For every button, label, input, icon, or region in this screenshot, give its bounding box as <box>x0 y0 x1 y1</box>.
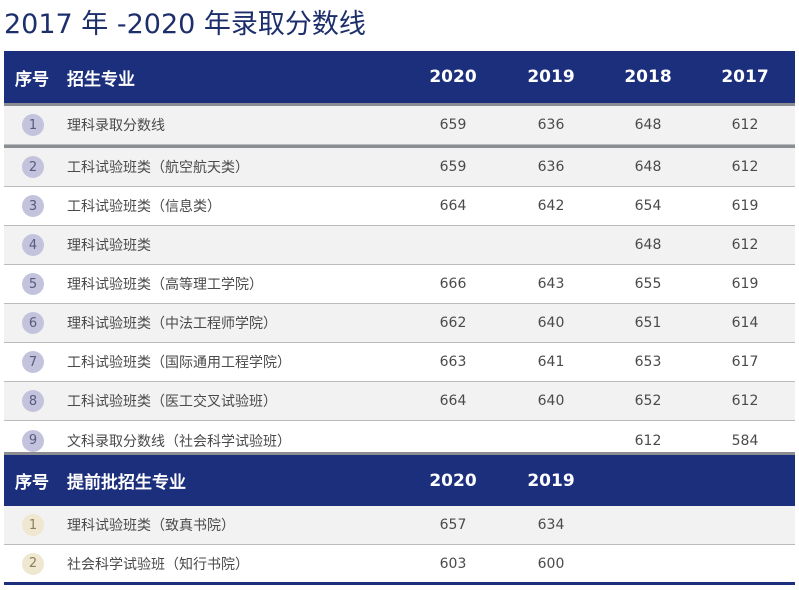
row-major: 理科录取分数线 <box>67 118 165 134</box>
header-index: 序号 <box>15 473 49 493</box>
row-number-badge: 9 <box>22 429 44 452</box>
table-row: 9 文科录取分数线（社会科学试验班） 612 584 <box>4 421 795 460</box>
table-row: 5 理科试验班类（高等理工学院） 666 643 655 619 <box>4 265 795 304</box>
score-2019: 634 <box>537 517 565 533</box>
score-2020: 603 <box>439 555 467 572</box>
row-number-badge: 7 <box>22 351 44 373</box>
row-major: 理科试验班类（致真书院） <box>67 518 235 534</box>
table-row: 1 理科试验班类（致真书院） 657 634 <box>4 506 795 545</box>
row-number-badge: 1 <box>22 114 44 136</box>
row-number-badge: 1 <box>22 514 44 536</box>
main-admission-table: 序号 招生专业 2020 2019 2018 2017 1 理科录取分数线 65… <box>4 51 795 460</box>
header-year-2018: 2018 <box>624 67 672 87</box>
score-2020 <box>423 226 483 264</box>
table-row: 6 理科试验班类（中法工程师学院） 662 640 651 614 <box>4 304 795 343</box>
section-divider <box>4 452 795 455</box>
row-major: 工科试验班类（国际通用工程学院） <box>67 355 291 371</box>
header-year-2020: 2020 <box>429 470 477 491</box>
main-table-header: 序号 招生专业 2020 2019 2018 2017 <box>4 51 795 103</box>
score-2020: 666 <box>439 276 467 292</box>
score-2019: 640 <box>537 393 565 409</box>
score-2020: 664 <box>439 198 467 214</box>
row-number-badge: 3 <box>22 195 44 217</box>
row-number-badge: 5 <box>22 273 44 295</box>
score-2020: 659 <box>439 159 467 175</box>
row-major: 工科试验班类（航空航天类） <box>67 160 249 176</box>
row-major: 工科试验班类（医工交叉试验班） <box>67 394 277 410</box>
table-row: 2 工科试验班类（航空航天类） 659 636 648 612 <box>4 148 795 187</box>
score-2019: 600 <box>537 555 565 572</box>
score-2018: 648 <box>634 117 662 133</box>
row-major: 理科试验班类 <box>67 238 151 254</box>
table-row: 8 工科试验班类（医工交叉试验班） 664 640 652 612 <box>4 382 795 421</box>
row-major: 理科试验班类（高等理工学院） <box>67 277 263 293</box>
score-2019: 642 <box>537 198 565 214</box>
score-2018: 612 <box>634 432 662 449</box>
row-number-badge: 2 <box>22 156 44 178</box>
header-year-2017: 2017 <box>721 67 769 87</box>
table-row: 7 工科试验班类（国际通用工程学院） 663 641 653 617 <box>4 343 795 382</box>
page-title: 2017 年 -2020 年录取分数线 <box>4 9 366 40</box>
header-index: 序号 <box>15 69 49 90</box>
score-2018: 654 <box>634 198 662 214</box>
score-2017: 617 <box>731 354 759 370</box>
row-major: 社会科学试验班（知行书院） <box>67 556 249 573</box>
header-year-2019: 2019 <box>527 470 575 491</box>
row-number-badge: 6 <box>22 312 44 334</box>
score-2017: 612 <box>731 393 759 409</box>
row-number-badge: 2 <box>22 552 44 575</box>
row-major: 理科试验班类（中法工程师学院） <box>67 316 277 332</box>
early-table-header: 序号 提前批招生专业 2020 2019 <box>4 455 795 506</box>
score-2019: 641 <box>537 354 565 370</box>
table-row: 1 理科录取分数线 659 636 648 612 <box>4 106 795 145</box>
score-2017: 584 <box>731 432 759 449</box>
row-major: 文科录取分数线（社会科学试验班） <box>67 433 291 450</box>
table-row: 3 工科试验班类（信息类） 664 642 654 619 <box>4 187 795 226</box>
score-2017: 614 <box>731 315 759 331</box>
header-major: 招生专业 <box>67 69 135 90</box>
score-2018: 652 <box>634 393 662 409</box>
score-2017: 612 <box>731 237 759 253</box>
score-2018: 653 <box>634 354 662 370</box>
score-2018: 655 <box>634 276 662 292</box>
row-major: 工科试验班类（信息类） <box>67 199 221 215</box>
header-divider <box>4 103 795 106</box>
score-2019: 640 <box>537 315 565 331</box>
early-admission-table: 序号 提前批招生专业 2020 2019 1 理科试验班类（致真书院） 657 … <box>4 452 795 585</box>
score-2020: 663 <box>439 354 467 370</box>
row-number-badge: 8 <box>22 390 44 412</box>
score-2020: 659 <box>439 117 467 133</box>
score-2018: 651 <box>634 315 662 331</box>
score-2020: 664 <box>439 393 467 409</box>
score-2019 <box>521 226 581 264</box>
table-row: 2 社会科学试验班（知行书院） 603 600 <box>4 545 795 585</box>
header-early-major: 提前批招生专业 <box>67 473 186 493</box>
score-2017: 619 <box>731 198 759 214</box>
score-2020: 662 <box>439 315 467 331</box>
score-2019: 636 <box>537 159 565 175</box>
score-2017: 619 <box>731 276 759 292</box>
score-2017: 612 <box>731 159 759 175</box>
score-2019: 643 <box>537 276 565 292</box>
score-2018: 648 <box>634 237 662 253</box>
section-divider <box>4 145 795 148</box>
score-2020: 657 <box>439 517 467 533</box>
score-2019: 636 <box>537 117 565 133</box>
row-number-badge: 4 <box>22 234 44 256</box>
header-year-2020: 2020 <box>429 67 477 87</box>
header-year-2019: 2019 <box>527 67 575 87</box>
score-2017: 612 <box>731 117 759 133</box>
score-2018: 648 <box>634 159 662 175</box>
table-row: 4 理科试验班类 648 612 <box>4 226 795 265</box>
